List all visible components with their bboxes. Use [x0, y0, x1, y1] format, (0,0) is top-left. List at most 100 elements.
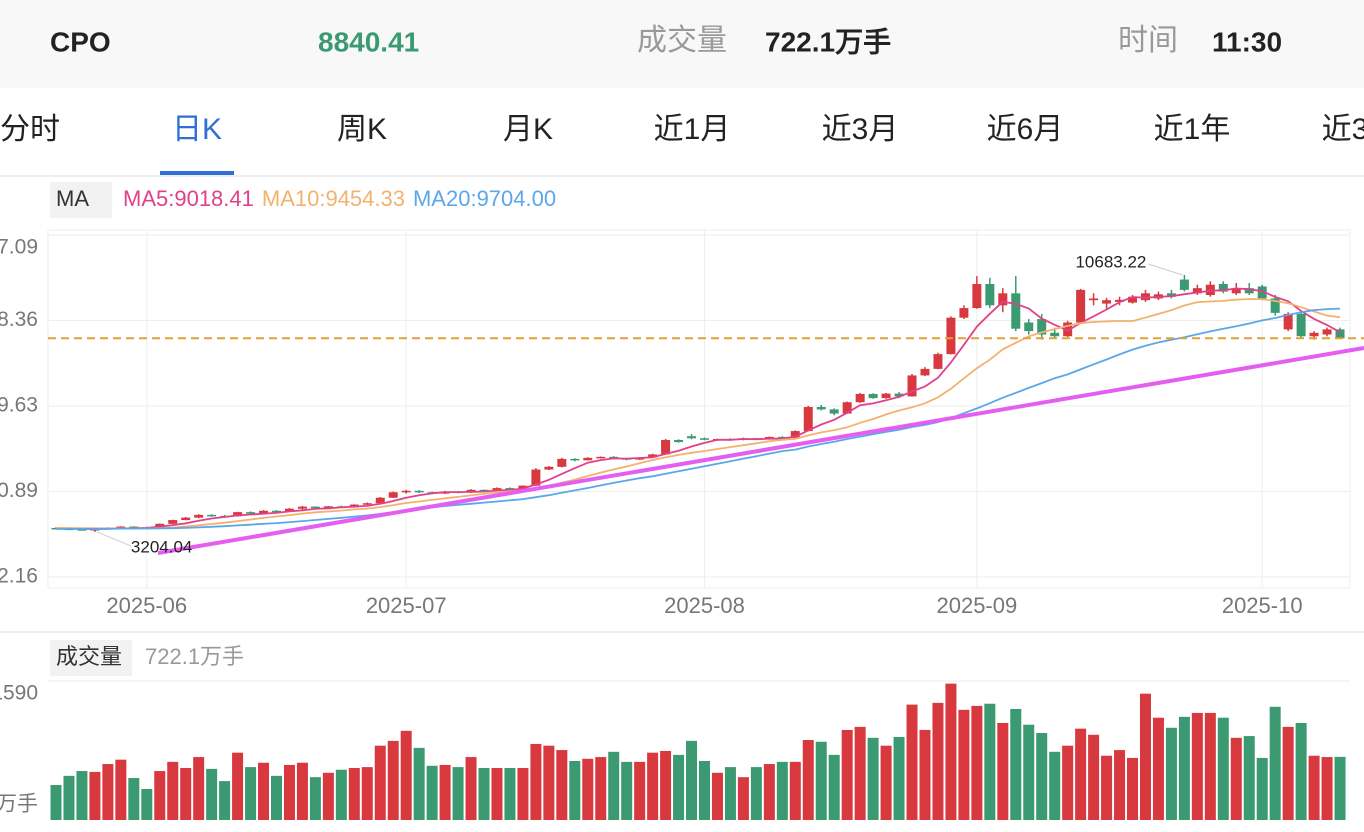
volume-badge [50, 640, 132, 676]
volume-bar [400, 730, 412, 820]
volume-bar [309, 777, 321, 820]
tab[interactable]: 近1月 [654, 113, 731, 146]
candle-body [881, 393, 891, 399]
volume-bar [750, 767, 762, 820]
volume-bar [582, 758, 594, 820]
candle-body [661, 439, 671, 455]
candle-body [1128, 296, 1138, 303]
volume-bar [1191, 712, 1203, 820]
ma-title: MA [56, 186, 89, 211]
x-tick-label: 2025-09 [936, 593, 1017, 618]
candle-body [531, 469, 541, 486]
candle-body [570, 458, 580, 461]
volume-bar [348, 767, 360, 820]
candle-body [1192, 288, 1202, 294]
volume-bar [906, 704, 918, 820]
candle-body [1231, 288, 1241, 294]
y-tick-label: 6869.63 [0, 394, 38, 417]
candle-body [194, 514, 204, 518]
candle-body [998, 293, 1008, 306]
volume-bar [1204, 712, 1216, 820]
tab[interactable]: 近6月 [987, 113, 1064, 146]
volume-bar [387, 740, 399, 820]
candle-body [972, 284, 982, 309]
candle-body [375, 497, 385, 504]
volume-bar [439, 764, 451, 820]
candle-body [1218, 284, 1228, 292]
header-bg [0, 0, 1364, 88]
candle-body [479, 489, 489, 492]
volume-bar [206, 768, 218, 820]
candle-body [1024, 322, 1034, 332]
volume-bar [802, 740, 814, 820]
volume-bar [258, 762, 270, 820]
candle-body [284, 508, 294, 512]
volume-bar [1165, 727, 1177, 820]
candle-body [388, 492, 398, 498]
candle-body [687, 436, 697, 439]
volume-bar [219, 781, 231, 820]
volume-bar [232, 752, 244, 820]
volume-bar [245, 767, 257, 820]
ma-line [55, 307, 1341, 530]
candle-body [596, 456, 606, 459]
candle-body [1283, 313, 1293, 330]
y-tick-label: 9358.36 [0, 308, 38, 331]
tab[interactable]: 周K [337, 113, 387, 146]
candle-body [1037, 319, 1047, 335]
candle-body [414, 490, 424, 493]
volume-bar [296, 762, 308, 820]
volume-bar [660, 750, 672, 820]
ma-line [55, 298, 1341, 530]
candle-body [816, 407, 826, 410]
candle-body [310, 506, 320, 509]
volume-bar [724, 767, 736, 820]
candle-body [246, 512, 256, 514]
volume-bar [556, 750, 568, 820]
y-tick-label: 1590 [0, 682, 38, 705]
tab[interactable]: 近3年 [1322, 113, 1364, 146]
candle-body [207, 514, 217, 517]
x-tick-label: 2025-10 [1222, 593, 1303, 618]
volume-bar [647, 752, 659, 820]
volume-bar [1178, 716, 1190, 820]
ma-line [55, 287, 1341, 531]
volume-bar [180, 767, 192, 820]
volume-bar [1062, 745, 1074, 820]
volume-bar [828, 754, 840, 820]
tab[interactable]: 月K [503, 113, 553, 146]
volume-bar [1049, 751, 1061, 820]
candle-body [1335, 329, 1345, 339]
volume-bar [763, 764, 775, 820]
volume-bar [1127, 757, 1139, 820]
volume-bar [491, 767, 503, 820]
volume-bar [1321, 757, 1333, 820]
legend-entry: MA20:9704.00 [413, 186, 556, 211]
candle-body [1063, 322, 1073, 337]
volume-bar [997, 722, 1009, 820]
volume-bar [1101, 755, 1113, 820]
volume-bar [1217, 717, 1229, 820]
tab[interactable]: 近1年 [1154, 113, 1231, 146]
tab[interactable]: 分时 [0, 113, 60, 146]
volume-bar [789, 761, 801, 820]
tab[interactable]: 近3月 [822, 113, 899, 146]
candle-body [1076, 289, 1086, 323]
candle-body [1244, 288, 1254, 294]
candle-body [297, 506, 307, 509]
volume-bar [699, 760, 710, 820]
volume-title: 成交量 [56, 644, 122, 669]
y-tick-label: 11847.09 [0, 236, 38, 259]
candle-body [233, 512, 243, 517]
volume-bar [530, 743, 542, 820]
candle-body [362, 503, 372, 505]
candle-body [1166, 293, 1176, 297]
volume-bar [115, 759, 127, 820]
candle-body [1179, 279, 1189, 290]
volume-bar [335, 769, 347, 820]
candle-body [401, 490, 411, 493]
tab[interactable]: 日K [172, 113, 222, 146]
candle-body [1270, 298, 1280, 313]
price: 8840.41 [318, 26, 419, 57]
volume-bar [1152, 717, 1164, 820]
